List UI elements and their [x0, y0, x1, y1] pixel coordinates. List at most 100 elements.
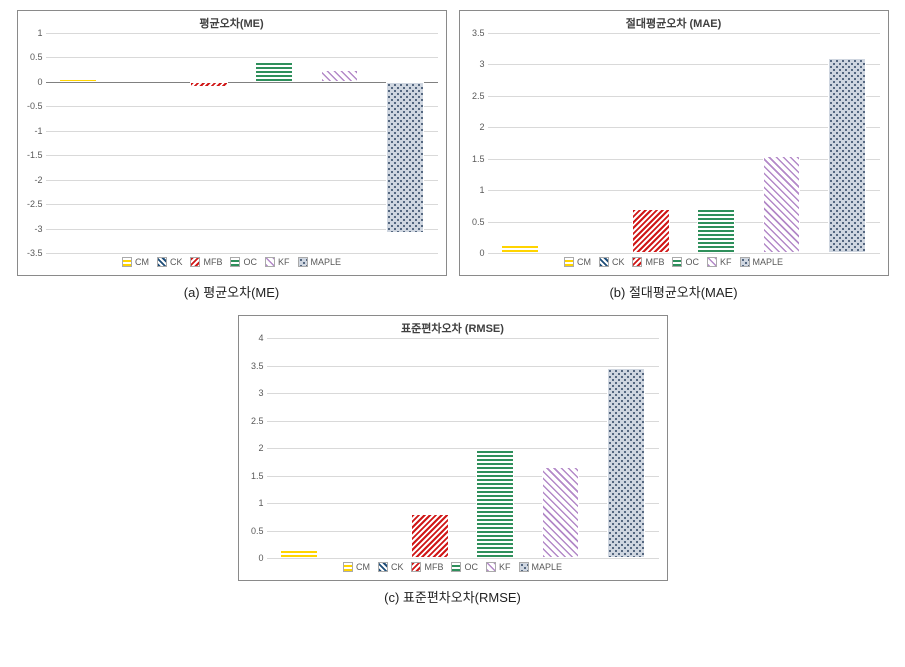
legend-item-maple: MAPLE	[298, 257, 342, 267]
legend-label: KF	[278, 257, 290, 267]
legend-label: OC	[685, 257, 699, 267]
y-tick-label: 2.5	[472, 91, 488, 101]
legend-label: MAPLE	[532, 562, 563, 572]
chart-title: 절대평균오차 (MAE)	[460, 11, 888, 33]
bar-slot	[307, 33, 372, 253]
y-tick-label: 0.5	[251, 526, 267, 536]
legend-item-kf: KF	[486, 562, 511, 572]
bar-oc	[476, 449, 514, 558]
legend-label: CM	[135, 257, 149, 267]
y-tick-label: 1.5	[472, 154, 488, 164]
y-tick-label: -3.5	[27, 248, 46, 258]
legend-item-cm: CM	[343, 562, 370, 572]
bar-cm	[59, 79, 97, 81]
bar-kf	[763, 156, 801, 253]
y-tick-label: 3.5	[472, 28, 488, 38]
legend-swatch-icon	[486, 562, 496, 572]
y-tick-label: -0.5	[27, 101, 46, 111]
y-tick-label: -2	[34, 175, 45, 185]
chart-box: 표준편차오차 (RMSE) 00.511.522.533.54 CM CK MFB O…	[238, 315, 668, 581]
legend-label: MFB	[645, 257, 664, 267]
bars-container	[46, 33, 438, 253]
bar-slot	[553, 33, 618, 253]
y-tick-label: 0	[258, 553, 266, 563]
legend-swatch-icon	[632, 257, 642, 267]
legend-swatch-icon	[564, 257, 574, 267]
bar-mfb	[190, 82, 228, 87]
bar-slot	[593, 338, 658, 558]
bar-slot	[111, 33, 176, 253]
legend-swatch-icon	[378, 562, 388, 572]
legend-swatch-icon	[157, 257, 167, 267]
chart-box: 절대평균오차 (MAE) 00.511.522.533.5 CMCKMFBOCK…	[459, 10, 889, 276]
bar-slot	[397, 338, 462, 558]
legend-label: MAPLE	[311, 257, 342, 267]
bar-cm	[501, 244, 539, 253]
legend-item-cm: CM	[122, 257, 149, 267]
y-tick-label: 1	[479, 185, 487, 195]
y-tick-label: 0.5	[30, 52, 46, 62]
chart-title: 표준편차오차 (RMSE)	[239, 316, 667, 338]
chart-plot-me: -3.5-3-2.5-2-1.5-1-0.500.51	[46, 33, 438, 253]
gridline	[267, 558, 659, 559]
y-tick-label: 0.5	[472, 217, 488, 227]
bar-mfb	[632, 209, 670, 253]
legend-swatch-icon	[707, 257, 717, 267]
legend-item-cm: CM	[564, 257, 591, 267]
legend-swatch-icon	[265, 257, 275, 267]
bar-kf	[542, 467, 580, 558]
y-tick-label: 1.5	[251, 471, 267, 481]
legend-item-kf: KF	[707, 257, 732, 267]
legend-label: CK	[170, 257, 183, 267]
bar-oc	[697, 209, 735, 253]
bar-slot	[488, 33, 553, 253]
chart-legend: CMCKMFBOCKFMAPLE	[460, 253, 888, 275]
legend-swatch-icon	[519, 562, 529, 572]
legend-item-mfb: MFB	[190, 257, 222, 267]
bar-slot	[372, 33, 437, 253]
bars-container	[488, 33, 880, 253]
bar-maple	[607, 368, 645, 558]
chart-plot-rmse: 00.511.522.533.54	[267, 338, 659, 558]
legend-item-maple: MAPLE	[740, 257, 784, 267]
y-tick-label: 3	[258, 388, 266, 398]
bar-slot	[176, 33, 241, 253]
legend-swatch-icon	[451, 562, 461, 572]
y-tick-label: 2	[479, 122, 487, 132]
legend-label: OC	[464, 562, 478, 572]
legend-item-ck: CK	[378, 562, 404, 572]
bar-slot	[749, 33, 814, 253]
bar-slot	[46, 33, 111, 253]
legend-swatch-icon	[672, 257, 682, 267]
chart-plot-mae: 00.511.522.533.5	[488, 33, 880, 253]
chart-caption: (c) 표준편차오차(RMSE)	[238, 581, 668, 606]
y-tick-label: 3	[479, 59, 487, 69]
chart-panel-mae: 절대평균오차 (MAE) 00.511.522.533.5 CMCKMFBOCK…	[459, 10, 889, 301]
bar-mfb	[411, 514, 449, 558]
chart-caption: (a) 평균오차(ME)	[17, 276, 447, 301]
legend-item-kf: KF	[265, 257, 290, 267]
y-tick-label: -3	[34, 224, 45, 234]
bar-cm	[280, 548, 318, 558]
legend-item-oc: OC	[672, 257, 699, 267]
bar-slot	[683, 33, 748, 253]
bar-slot	[814, 33, 879, 253]
legend-label: CM	[356, 562, 370, 572]
legend-swatch-icon	[230, 257, 240, 267]
y-tick-label: -2.5	[27, 199, 46, 209]
gridline	[488, 253, 880, 254]
bar-slot	[267, 338, 332, 558]
legend-swatch-icon	[343, 562, 353, 572]
legend-item-mfb: MFB	[411, 562, 443, 572]
legend-item-mfb: MFB	[632, 257, 664, 267]
legend-swatch-icon	[190, 257, 200, 267]
bar-slot	[241, 33, 306, 253]
legend-label: CK	[391, 562, 404, 572]
y-tick-label: -1.5	[27, 150, 46, 160]
y-tick-label: 0	[37, 77, 45, 87]
y-tick-label: 4	[258, 333, 266, 343]
legend-item-maple: MAPLE	[519, 562, 563, 572]
bar-slot	[528, 338, 593, 558]
chart-panel-rmse: 표준편차오차 (RMSE) 00.511.522.533.54 CM CK MFB O…	[238, 315, 668, 606]
legend-label: OC	[243, 257, 257, 267]
